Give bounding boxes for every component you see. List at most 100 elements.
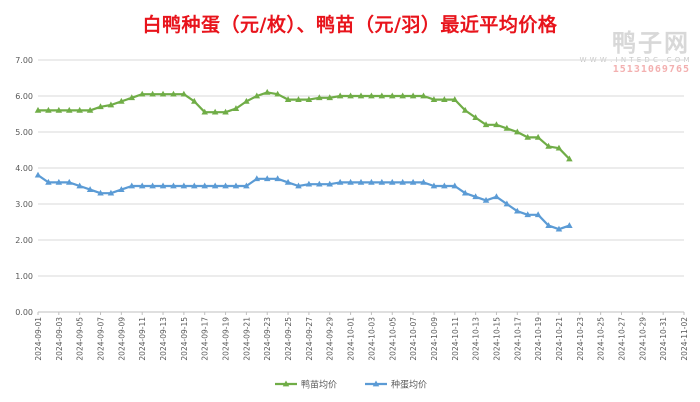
data-point	[514, 128, 521, 135]
data-point	[128, 94, 136, 101]
data-point	[389, 178, 396, 185]
data-point	[159, 90, 167, 97]
data-point	[430, 182, 438, 189]
legend-item-2: 种蛋均价	[365, 379, 427, 391]
data-point	[118, 186, 125, 192]
x-axis: 2024-09-01 2024-09-03 2024-09-05 2024-09-07…	[34, 311, 689, 361]
data-point	[45, 106, 52, 113]
x-tick-label: 2024-10-01	[347, 317, 356, 361]
legend-item-1: 鸭苗均价	[275, 379, 337, 391]
x-tick-label: 2024-09-19	[222, 317, 231, 361]
data-point	[201, 108, 208, 115]
data-point	[472, 114, 479, 120]
data-point	[55, 178, 63, 185]
x-tick-label: 2024-10-19	[534, 317, 543, 361]
x-tick-label: 2024-09-13	[159, 317, 168, 361]
data-point	[34, 171, 42, 178]
data-point	[76, 106, 83, 113]
data-point	[34, 106, 42, 113]
data-point	[493, 193, 500, 200]
y-tick-label: 5.00	[15, 128, 33, 137]
data-point	[284, 96, 292, 102]
x-tick-label: 2024-10-17	[513, 317, 522, 361]
x-tick-label: 2024-09-15	[180, 317, 189, 361]
series-line	[37, 174, 570, 231]
x-tick-label: 2024-10-11	[451, 317, 460, 361]
data-point	[86, 186, 94, 192]
x-tick-label: 2024-09-11	[138, 317, 147, 361]
data-point	[107, 189, 115, 196]
data-point	[336, 92, 344, 99]
data-point	[461, 106, 469, 113]
legend-marker	[282, 380, 290, 387]
data-point	[482, 196, 490, 203]
data-point	[441, 182, 448, 189]
data-point	[409, 92, 417, 99]
data-point	[243, 97, 250, 104]
data-point	[222, 108, 229, 115]
x-tick-label: 2024-09-09	[117, 317, 126, 361]
data-point	[420, 178, 427, 185]
data-point	[201, 182, 208, 189]
data-point	[232, 105, 240, 111]
data-point	[243, 182, 250, 189]
x-tick-label: 2024-09-29	[326, 317, 335, 361]
data-point	[295, 96, 302, 102]
x-tick-label: 2024-10-23	[576, 317, 585, 361]
x-tick-label: 2024-10-27	[617, 317, 626, 361]
data-point	[107, 101, 115, 108]
data-point	[170, 182, 177, 189]
legend-label: 种蛋均价	[391, 379, 427, 391]
y-tick-label: 2.00	[15, 236, 33, 245]
data-point	[566, 222, 573, 228]
data-point	[503, 124, 511, 131]
x-tick-label: 2024-10-25	[597, 317, 606, 361]
data-point	[253, 92, 261, 99]
data-point	[128, 182, 136, 189]
x-tick-label: 2024-10-03	[367, 317, 376, 361]
data-point	[545, 142, 552, 149]
x-tick-label: 2024-10-05	[388, 317, 397, 361]
data-point	[316, 180, 323, 187]
legend-label: 鸭苗均价	[301, 379, 337, 391]
data-point	[482, 121, 490, 128]
data-point	[118, 97, 125, 104]
series-1	[34, 88, 573, 162]
series-group	[34, 88, 573, 232]
x-tick-label: 2024-10-09	[430, 317, 439, 361]
data-point	[149, 182, 156, 189]
x-tick-label: 2024-09-27	[305, 317, 314, 361]
data-point	[357, 178, 365, 185]
x-tick-label: 2024-10-07	[409, 317, 418, 361]
data-point	[211, 108, 219, 115]
data-point	[555, 144, 563, 151]
x-tick-label: 2024-10-31	[659, 317, 668, 361]
data-point	[326, 180, 333, 187]
x-tick-label: 2024-09-21	[242, 317, 251, 361]
data-point	[55, 106, 63, 113]
data-point	[389, 92, 396, 99]
data-point	[378, 178, 386, 185]
data-point	[138, 90, 146, 97]
x-tick-label: 2024-09-01	[34, 317, 43, 361]
data-point	[149, 90, 156, 97]
y-tick-label: 0.00	[15, 308, 33, 317]
data-point	[409, 178, 417, 185]
data-point	[274, 90, 281, 97]
data-point	[305, 180, 313, 187]
data-point	[138, 182, 146, 189]
data-point	[86, 106, 94, 113]
data-point	[493, 121, 500, 128]
y-tick-label: 4.00	[15, 164, 33, 173]
y-axis: 0.00 1.00 2.00 3.00 4.00 5.00 6.00 7.00	[15, 56, 33, 317]
data-point	[555, 225, 563, 232]
data-point	[451, 182, 459, 189]
data-point	[263, 175, 271, 182]
data-point	[524, 133, 531, 140]
data-point	[503, 200, 511, 207]
data-point	[263, 88, 271, 95]
data-point	[336, 178, 344, 185]
data-point	[420, 92, 427, 99]
data-point	[399, 92, 406, 99]
